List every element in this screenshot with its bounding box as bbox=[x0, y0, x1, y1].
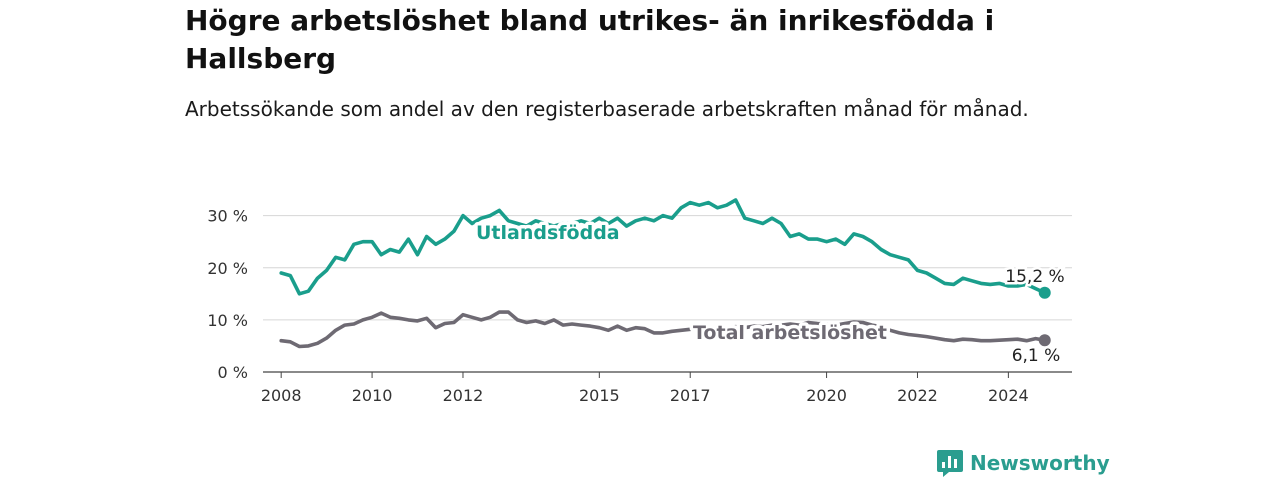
newsworthy-logo-icon bbox=[937, 450, 963, 477]
x-tick-label: 2017 bbox=[670, 386, 711, 405]
line-chart: 0 % 10 % 20 % 30 % 2008 2010 2012 2015 2017 2020… bbox=[207, 198, 1072, 405]
series-line-total bbox=[279, 310, 1047, 349]
y-axis: 0 % 10 % 20 % 30 % bbox=[207, 207, 248, 382]
end-value-label: 6,1 % bbox=[1012, 346, 1061, 366]
x-tick-label: 2024 bbox=[988, 386, 1029, 405]
series-labels: Utlandsfödda Total arbetslöshet 15,2 % 6,1 … bbox=[473, 219, 1068, 369]
x-tick-label: 2022 bbox=[897, 386, 938, 405]
x-tick-label: 2015 bbox=[579, 386, 620, 405]
x-axis: 2008 2010 2012 2015 2017 2020 2022 2024 bbox=[261, 372, 1029, 405]
end-value-label: 15,2 % bbox=[1005, 267, 1064, 287]
brand-name: Newsworthy bbox=[970, 451, 1110, 475]
x-tick-label: 2010 bbox=[352, 386, 393, 405]
series-lines bbox=[279, 198, 1051, 349]
grid-lines bbox=[263, 215, 1072, 373]
y-tick-label: 30 % bbox=[207, 207, 248, 226]
x-tick-label: 2020 bbox=[806, 386, 847, 405]
y-tick-label: 20 % bbox=[207, 259, 248, 278]
y-tick-label: 0 % bbox=[218, 363, 248, 382]
y-tick-label: 10 % bbox=[207, 311, 248, 330]
series-endpoint bbox=[1038, 334, 1051, 347]
chart-subtitle: Arbetssökande som andel av den registerb… bbox=[185, 97, 1029, 121]
newsworthy-brand: Newsworthy bbox=[936, 448, 1110, 478]
series-line-utlandsfodda bbox=[279, 198, 1047, 296]
x-tick-label: 2012 bbox=[443, 386, 484, 405]
chart-title: Högre arbetslöshet bland utrikes- än inr… bbox=[185, 4, 995, 75]
series-label: Total arbetslöshet bbox=[693, 322, 887, 344]
series-label: Utlandsfödda bbox=[476, 222, 620, 244]
x-tick-label: 2008 bbox=[261, 386, 302, 405]
series-endpoint bbox=[1038, 286, 1051, 299]
